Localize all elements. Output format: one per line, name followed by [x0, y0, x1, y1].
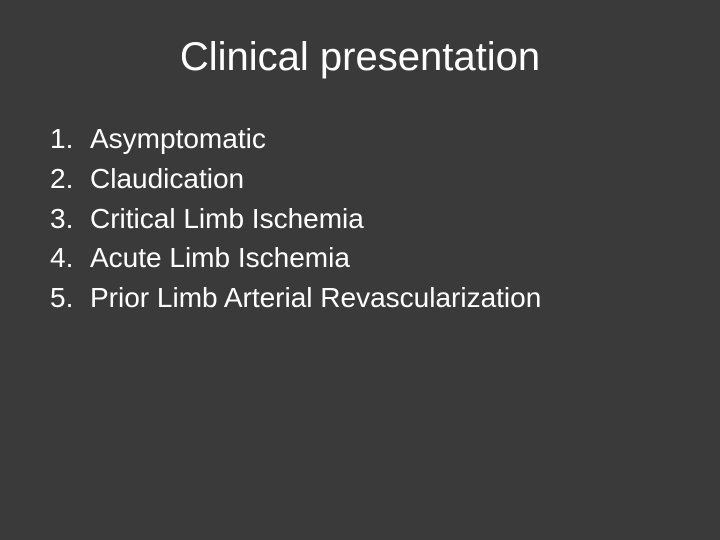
list-item: 4. Acute Limb Ischemia: [50, 239, 670, 277]
list-item-number: 1.: [50, 120, 90, 158]
list-item-text: Asymptomatic: [90, 120, 670, 158]
numbered-list: 1. Asymptomatic 2. Claudication 3. Criti…: [50, 120, 670, 317]
list-item-number: 2.: [50, 160, 90, 198]
list-item-text: Acute Limb Ischemia: [90, 239, 670, 277]
list-item-number: 5.: [50, 279, 90, 317]
slide-container: Clinical presentation 1. Asymptomatic 2.…: [0, 0, 720, 540]
list-item: 2. Claudication: [50, 160, 670, 198]
list-item: 5. Prior Limb Arterial Revascularization: [50, 279, 670, 317]
list-item-text: Prior Limb Arterial Revascularization: [90, 279, 670, 317]
list-item-number: 4.: [50, 239, 90, 277]
list-item: 3. Critical Limb Ischemia: [50, 200, 670, 238]
list-item-number: 3.: [50, 200, 90, 238]
slide-title: Clinical presentation: [50, 35, 670, 80]
list-item-text: Claudication: [90, 160, 670, 198]
list-item: 1. Asymptomatic: [50, 120, 670, 158]
list-item-text: Critical Limb Ischemia: [90, 200, 670, 238]
